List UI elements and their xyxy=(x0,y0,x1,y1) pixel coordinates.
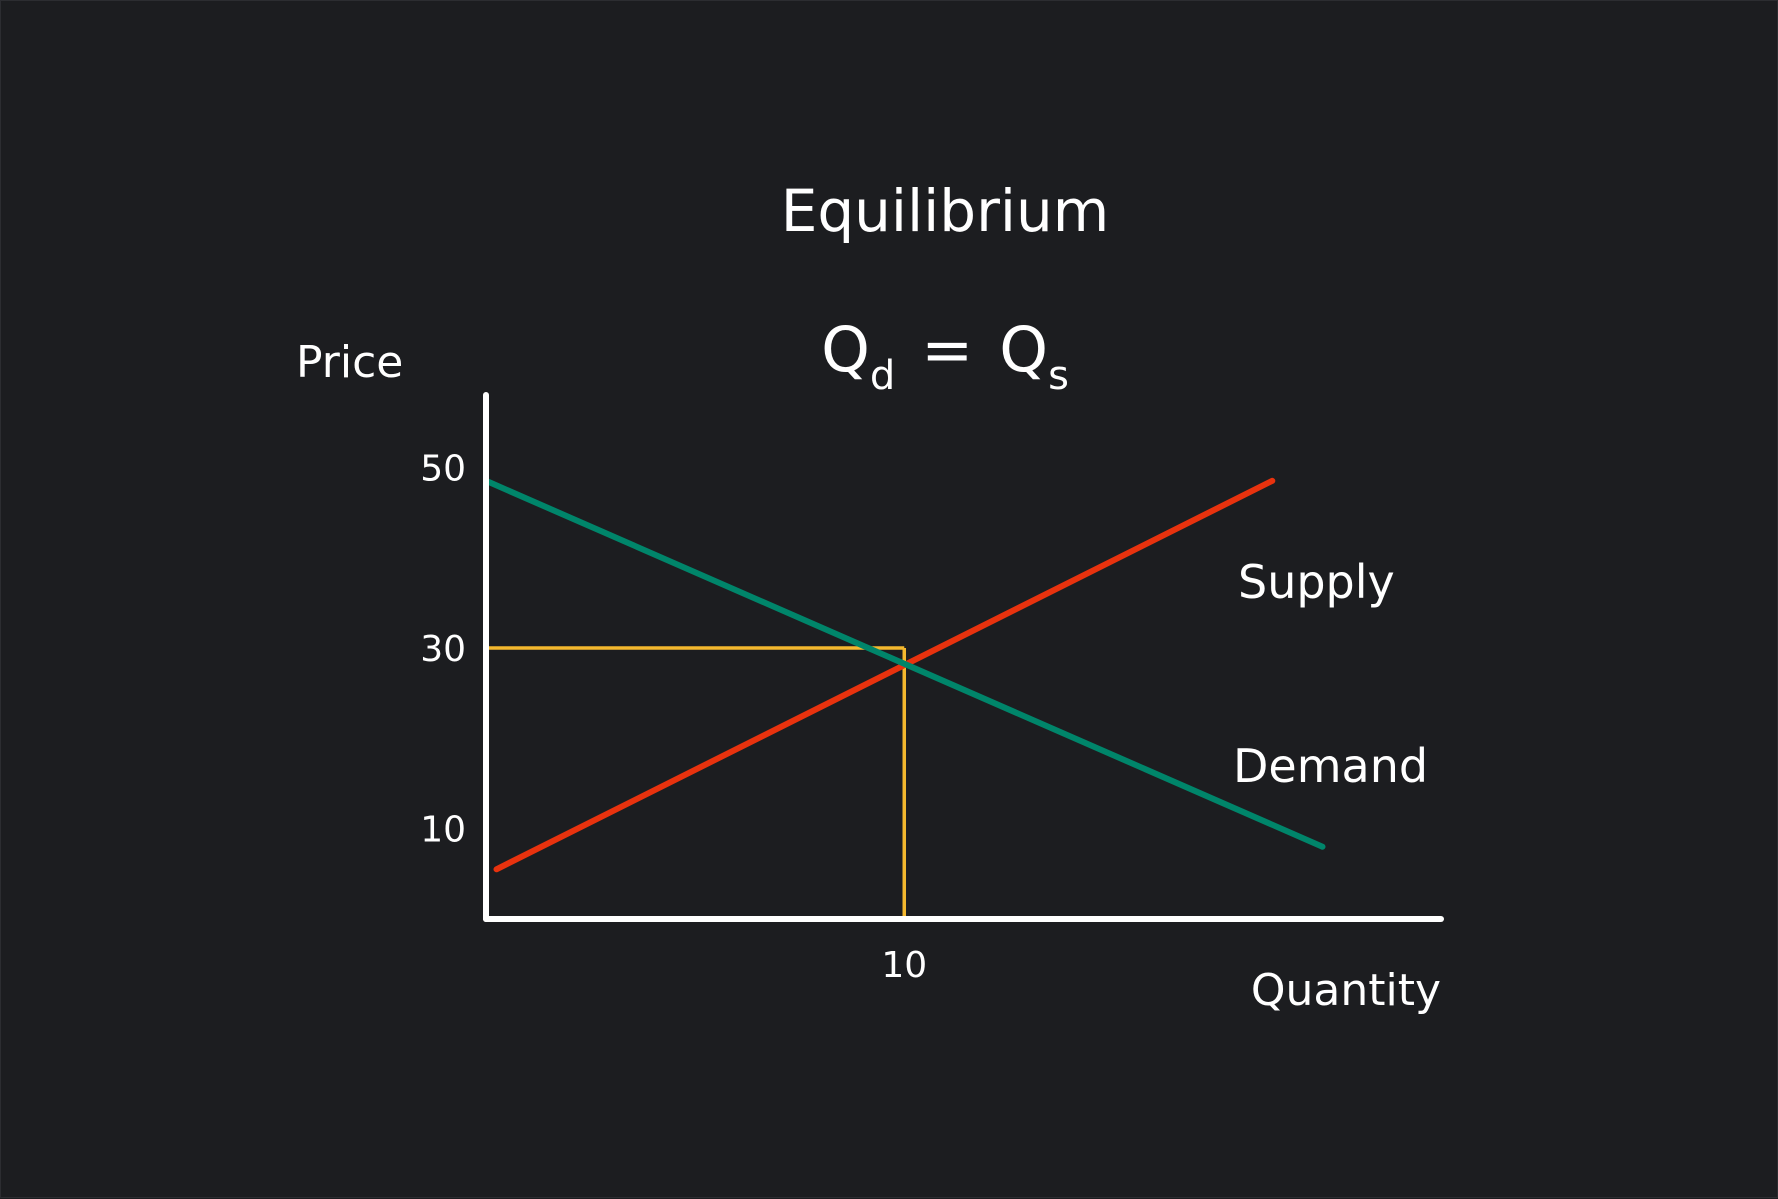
x-tick-label-10: 10 xyxy=(881,945,927,986)
y-tick-label-50: 50 xyxy=(420,448,466,489)
chart-subtitle-formula: Qd = Qs xyxy=(821,313,1069,399)
formula-q-demand: Q xyxy=(821,313,870,386)
axes xyxy=(483,392,1444,922)
formula-sub-d: d xyxy=(870,353,895,399)
equilibrium-guides xyxy=(486,646,907,919)
y-tick-label-10: 10 xyxy=(420,810,466,851)
x-axis-title: Quantity xyxy=(1251,965,1441,1016)
chart-title: Equilibrium xyxy=(781,177,1110,245)
supply-line xyxy=(493,477,1276,873)
demand-line xyxy=(483,477,1326,850)
y-tick-label-30: 30 xyxy=(420,629,466,670)
series-labels: Supply Demand xyxy=(1233,555,1428,793)
formula-equals: = xyxy=(921,313,973,386)
tick-labels: 10 30 50 10 xyxy=(420,448,927,986)
formula-sub-s: s xyxy=(1048,353,1069,399)
formula-q-supply: Q xyxy=(999,313,1048,386)
y-axis-title: Price xyxy=(296,337,403,388)
supply-label: Supply xyxy=(1238,555,1395,609)
series-lines xyxy=(483,477,1326,873)
demand-label: Demand xyxy=(1233,739,1428,793)
